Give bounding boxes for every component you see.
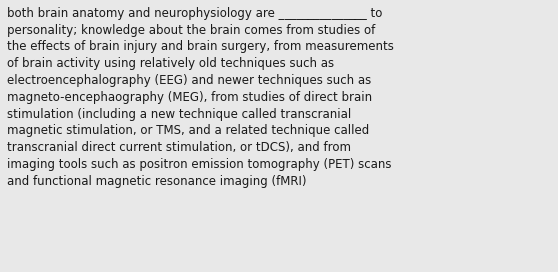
Text: both brain anatomy and neurophysiology are _______________ to
personality; knowl: both brain anatomy and neurophysiology a… [7,7,393,188]
